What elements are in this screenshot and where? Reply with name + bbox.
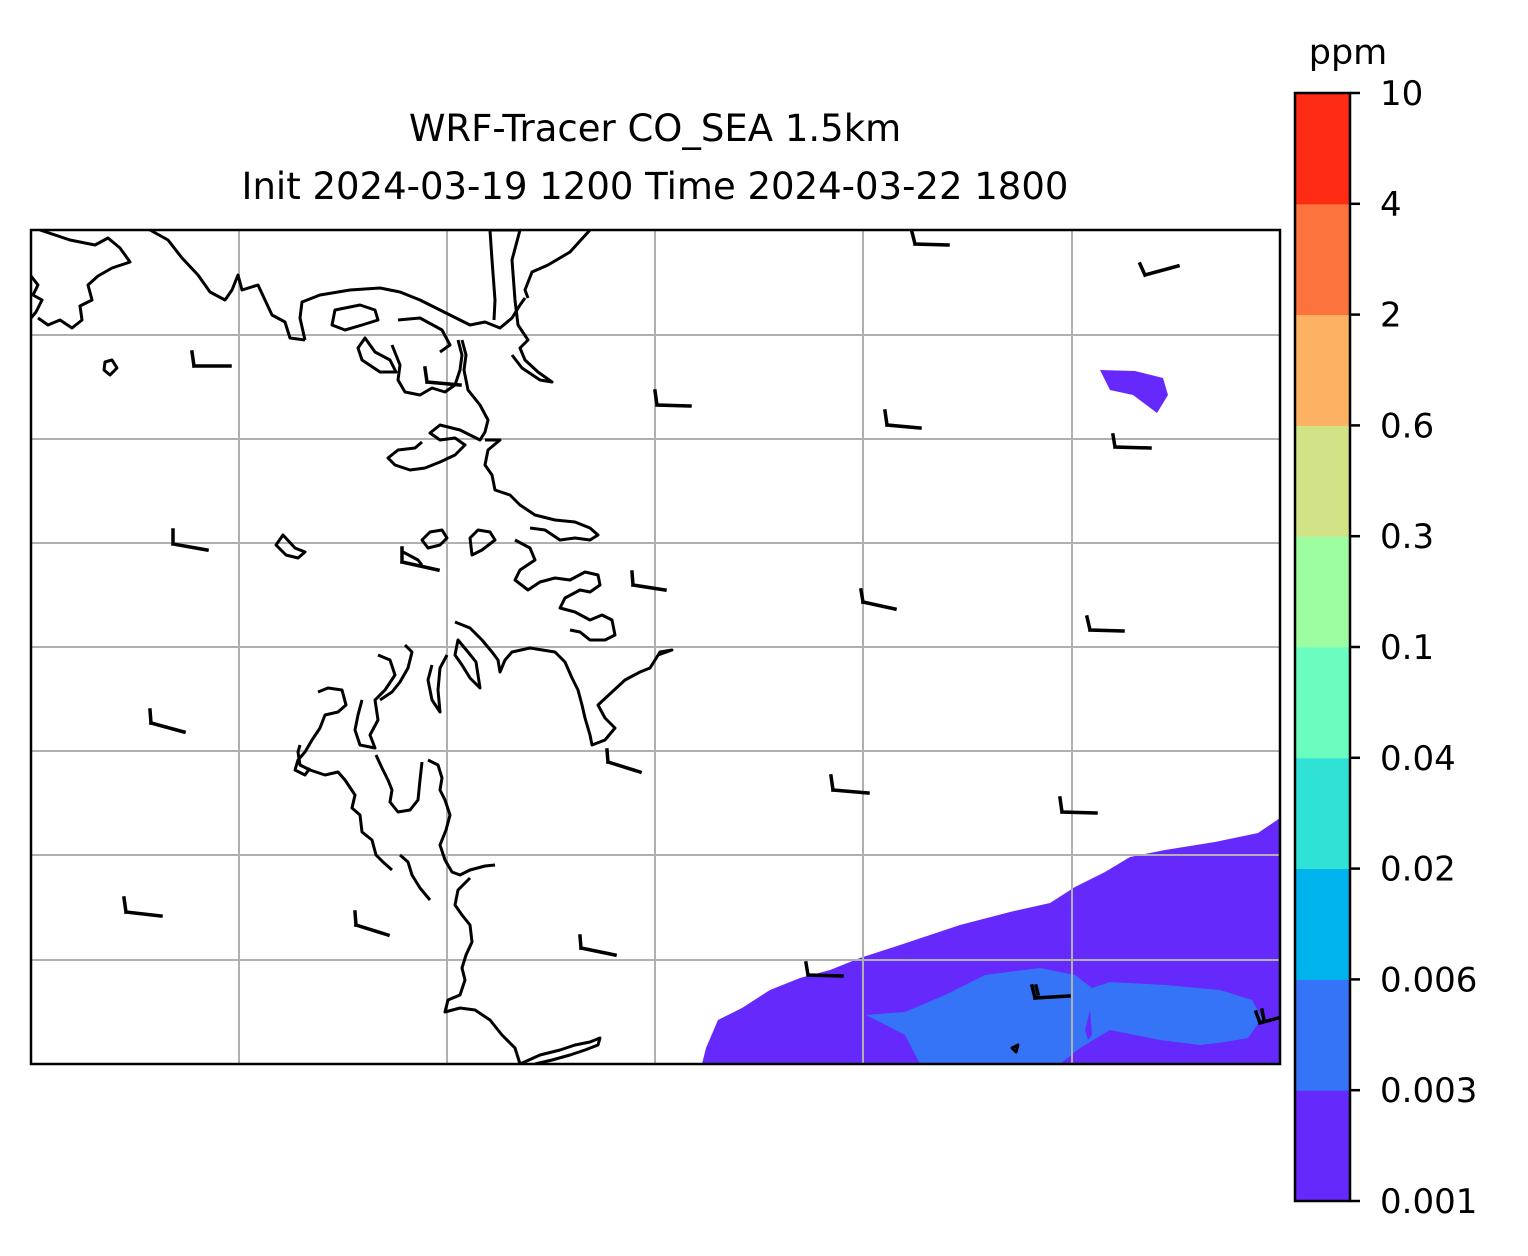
wind-barb xyxy=(883,409,922,430)
gridlines xyxy=(31,230,1280,1064)
colorbar-band xyxy=(1295,425,1350,537)
wind-barb xyxy=(122,896,163,918)
wind-barb xyxy=(190,350,232,368)
coastlines xyxy=(31,230,1092,1064)
colorbar-tick-label: 2 xyxy=(1380,296,1402,336)
colorbar-band xyxy=(1295,868,1350,980)
colorbar-tick-label: 4 xyxy=(1380,185,1402,225)
wind-barb xyxy=(909,230,950,247)
wind-barb xyxy=(1029,983,1071,1001)
colorbar-tick-label: 0.001 xyxy=(1380,1182,1477,1222)
colorbar-band xyxy=(1295,314,1350,426)
wind-barb xyxy=(1137,261,1181,278)
wind-barb xyxy=(578,934,618,958)
plume-light-patch xyxy=(1100,370,1168,413)
colorbar-band xyxy=(1295,203,1350,316)
wind-barb xyxy=(353,910,391,938)
map-title-line2: Init 2024-03-19 1200 Time 2024-03-22 180… xyxy=(241,165,1069,208)
wind-barb xyxy=(1084,614,1125,633)
colorbar-tick-label: 0.04 xyxy=(1380,739,1456,779)
wind-barb xyxy=(170,528,210,553)
wind-barb xyxy=(148,708,187,735)
wind-barb xyxy=(1110,432,1152,450)
wind-barb xyxy=(1253,1007,1280,1026)
map-frame xyxy=(29,228,1282,1066)
wind-barb xyxy=(858,587,898,612)
colorbar-band xyxy=(1295,536,1350,648)
colorbar-tick-label: 10 xyxy=(1380,74,1423,114)
colorbar-unit: ppm xyxy=(1309,33,1388,73)
wind-barb xyxy=(829,774,870,795)
wind-barb xyxy=(630,570,667,592)
colorbar-band xyxy=(1295,979,1350,1091)
colorbar-band xyxy=(1295,757,1350,870)
colorbar-band xyxy=(1295,647,1350,759)
colorbar-tick-label: 0.1 xyxy=(1380,628,1434,668)
colorbar-band xyxy=(1295,1090,1350,1202)
wind-barb xyxy=(803,960,844,978)
colorbar-band xyxy=(1295,93,1350,205)
colorbar: 0.001 0.003 0.006 0.02 0.04 0.1 0.3 0.6 2 4 10 ppm xyxy=(1293,33,1477,1222)
wind-barb xyxy=(605,748,643,775)
plume-layer xyxy=(702,370,1280,1064)
plume-denser-main xyxy=(866,968,1262,1064)
colorbar-tick-label: 0.006 xyxy=(1380,960,1477,1000)
colorbar-tick-label: 0.02 xyxy=(1380,850,1456,890)
colorbar-tick-label: 0.3 xyxy=(1380,517,1434,557)
map-title-line1: WRF-Tracer CO_SEA 1.5km xyxy=(408,107,902,150)
colorbar-tick-label: 0.6 xyxy=(1380,406,1434,446)
wind-barb xyxy=(399,546,441,573)
wind-barb xyxy=(423,366,462,387)
map-panel xyxy=(31,230,1280,1064)
wind-barb xyxy=(653,389,692,408)
colorbar-tick-label: 0.003 xyxy=(1380,1071,1477,1111)
wind-barbs xyxy=(122,230,1280,1026)
wind-barb xyxy=(1058,796,1098,815)
